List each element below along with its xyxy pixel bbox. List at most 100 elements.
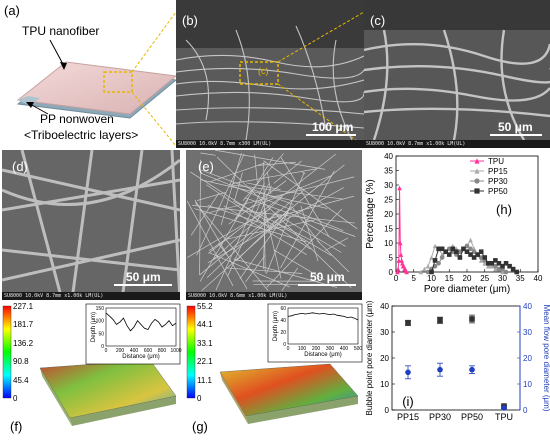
legend-label-pp15: PP15: [488, 167, 508, 176]
data-point-pp15: [486, 263, 491, 269]
surface-f: [39, 359, 177, 419]
y-tick-label-right: 20: [523, 354, 532, 363]
inset-y-tick-label: 0: [101, 344, 104, 350]
data-point-pp50: [446, 252, 452, 257]
scale-text-b: 100 μm: [312, 120, 354, 134]
inset-x-tick-label: 500: [354, 346, 363, 352]
triboelectric-layers-label: <Triboelectric layers>: [24, 128, 139, 142]
inset-y-tick-label: 100: [96, 319, 105, 325]
data-point-pp50: [454, 249, 459, 254]
data-point-pp30: [436, 261, 441, 266]
data-point-pp50: [461, 246, 466, 252]
data-point-pp30: [464, 243, 470, 249]
inset-y-tick-label: 20: [280, 330, 286, 336]
inset-x-tick-label: 200: [116, 348, 125, 354]
scale-text-c: 50 μm: [498, 120, 533, 134]
y-axis-label-left: Bubble point pore diameter (μm): [365, 300, 374, 415]
y-tick-label: 10: [384, 239, 393, 248]
panel-label-i: (i): [402, 394, 414, 409]
y-tick-label-right: 0: [523, 406, 528, 415]
scale-text-e: 50 μm: [310, 270, 345, 284]
data-point-pp50: [443, 249, 448, 254]
zoom-label-b: (c): [258, 66, 269, 76]
data-point-pp30: [439, 255, 445, 260]
x-axis-label: Pore diameter (μm): [424, 284, 510, 295]
sem-info-b: SU8000 10.0kV 8.7mm x300 LM(UL): [178, 141, 272, 147]
plot-frame: [395, 155, 539, 273]
sem-info-e: SU8000 10.0kV 8.6mm x1.00k LM(UL): [188, 293, 288, 299]
data-point-pp15: [429, 255, 434, 260]
panel-f: 0 200 400 600 800 1000 0 50 100 150 Distance (μm) D…: [0, 300, 182, 442]
panel-label-e: (e): [198, 159, 214, 174]
legend-marker-pp30: [474, 178, 480, 184]
data-point-pp30: [478, 255, 484, 260]
data-point-pp15: [422, 266, 427, 272]
category-label-pp50: PP50: [461, 412, 483, 422]
data-point-bubble-point: [437, 317, 443, 324]
pp-nonwoven-label: PP nonwoven: [40, 112, 114, 126]
y-tick-label-right: 10: [523, 380, 532, 389]
g-colorbar-label: 55.2: [197, 302, 213, 311]
data-point-pp30: [468, 246, 473, 252]
data-point-pp50: [471, 255, 477, 260]
inset-depth-line: [287, 312, 359, 321]
data-point-pp15: [418, 269, 424, 275]
inset-x-tick-label: 1000: [170, 348, 181, 354]
inset-y-tick-label: 60: [280, 306, 286, 312]
y-tick-label-right: 40: [523, 302, 532, 311]
legend-label-pp30: PP30: [488, 177, 508, 186]
f-colorbar-label: 136.2: [13, 338, 34, 348]
y-tick-label-left: 20: [380, 354, 389, 363]
tpu-nanofiber-label: TPU nanofiber: [22, 24, 100, 38]
data-point-pp50: [489, 261, 495, 266]
panel-label-f: (f): [10, 419, 23, 434]
panel-g: 0 100 200 300 400 500 0 20 40 60 Distance (μm) Dept…: [184, 300, 364, 442]
data-point-pp15: [500, 269, 505, 275]
scale-bar-b: [306, 134, 356, 136]
data-point-tpu: [398, 252, 404, 257]
panel-a: (a) TPU nanofiber PP nonwoven <Triboelec…: [0, 0, 176, 148]
scale-bar-d: [114, 284, 172, 286]
data-point-pp50: [432, 258, 438, 263]
sem-image-e: [186, 150, 362, 300]
x-tick-label: 5: [412, 274, 417, 283]
data-point-pp30: [446, 246, 452, 252]
panel-label-d: (d): [12, 159, 28, 174]
data-point-tpu: [404, 269, 409, 275]
data-point-tpu: [395, 266, 401, 272]
inset-x-tick-label: 300: [326, 346, 335, 352]
data-point-mean-flow: [501, 405, 507, 411]
data-point-mean-flow: [469, 366, 475, 373]
category-label-tpu: TPU: [495, 412, 513, 422]
panel-c: (c) 50 μm SU8000 10.0kV 8.7mm x1.00k LM(…: [364, 0, 550, 148]
y-tick-label: 35: [384, 167, 393, 176]
panel-h: 0 5 10 15 20 25 30 35 40 0 5 10 15 20 25 30 35 40 Pore dia…: [364, 150, 550, 300]
inset-x-tick-label: 400: [130, 348, 139, 354]
y-tick-label-left: 0: [385, 406, 390, 415]
category-label-pp30: PP30: [429, 412, 451, 422]
data-point-pp50: [493, 258, 498, 263]
inset-y-tick-label: 50: [98, 331, 104, 337]
y-tick-label-right: 30: [523, 328, 532, 337]
data-point-tpu: [397, 185, 402, 191]
category-label-pp15: PP15: [397, 412, 419, 422]
x-tick-label: 35: [516, 274, 525, 283]
data-point-pp50: [496, 261, 502, 266]
legend-label-pp50: PP50: [488, 187, 508, 196]
data-point-pp30: [503, 269, 509, 275]
x-tick-label: 0: [394, 274, 399, 283]
x-tick-label: 40: [534, 274, 543, 283]
g-colorbar-label: 22.1: [197, 357, 213, 367]
data-point-pp50: [439, 246, 445, 252]
y-axis-label-right: Mean flow pore diameter (μm): [542, 305, 550, 412]
g-colorbar-label: 0: [197, 394, 202, 403]
inset-x-tick-label: 0: [287, 346, 290, 352]
data-point-pp15: [489, 263, 495, 269]
f-colorbar-label: 181.7: [13, 320, 34, 330]
panel-label-b: (b): [182, 13, 198, 28]
y-tick-label-left: 40: [380, 302, 389, 311]
sem-image-d: [2, 150, 180, 300]
y-tick-label: 15: [384, 225, 393, 234]
y-tick-label: 20: [384, 210, 393, 219]
surface-map-g: 0 100 200 300 400 500 0 20 40 60 Distance (μm) Dept…: [186, 303, 363, 424]
